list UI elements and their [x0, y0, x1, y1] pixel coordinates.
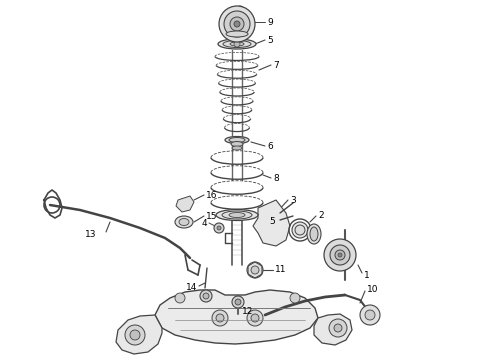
Circle shape: [338, 253, 342, 257]
Circle shape: [238, 8, 242, 12]
Circle shape: [234, 41, 240, 47]
Text: 5: 5: [269, 216, 275, 225]
Text: 7: 7: [273, 60, 279, 69]
Circle shape: [214, 223, 224, 233]
Text: 14: 14: [186, 284, 197, 292]
Circle shape: [125, 325, 145, 345]
Circle shape: [230, 17, 244, 31]
Text: 16: 16: [206, 190, 218, 199]
Circle shape: [251, 266, 259, 274]
Text: 1: 1: [364, 270, 370, 279]
Circle shape: [200, 290, 212, 302]
Polygon shape: [176, 196, 194, 212]
Circle shape: [203, 293, 209, 299]
Circle shape: [232, 296, 244, 308]
Circle shape: [330, 245, 350, 265]
Circle shape: [329, 319, 347, 337]
Text: 11: 11: [275, 266, 287, 274]
Text: 13: 13: [84, 230, 96, 239]
Text: 3: 3: [290, 195, 296, 204]
Ellipse shape: [310, 227, 318, 241]
Text: 8: 8: [273, 174, 279, 183]
Ellipse shape: [225, 136, 249, 144]
Ellipse shape: [216, 210, 258, 220]
Polygon shape: [116, 315, 162, 354]
Ellipse shape: [222, 211, 252, 219]
Text: 12: 12: [242, 307, 253, 316]
Circle shape: [235, 299, 241, 305]
Circle shape: [247, 262, 263, 278]
Text: 15: 15: [206, 212, 218, 220]
Circle shape: [365, 310, 375, 320]
Circle shape: [216, 314, 224, 322]
Circle shape: [334, 324, 342, 332]
Ellipse shape: [179, 219, 189, 225]
Text: 9: 9: [267, 18, 273, 27]
Polygon shape: [253, 200, 290, 246]
Ellipse shape: [295, 225, 305, 235]
Circle shape: [224, 11, 250, 37]
Circle shape: [360, 305, 380, 325]
Circle shape: [175, 293, 185, 303]
Text: 10: 10: [367, 285, 378, 294]
Text: 5: 5: [267, 36, 273, 45]
Circle shape: [219, 6, 255, 42]
Text: 2: 2: [318, 211, 323, 220]
Ellipse shape: [230, 42, 244, 46]
Circle shape: [130, 330, 140, 340]
Ellipse shape: [229, 212, 245, 217]
Ellipse shape: [218, 39, 256, 49]
Ellipse shape: [223, 40, 251, 48]
Polygon shape: [155, 290, 318, 344]
Circle shape: [251, 314, 259, 322]
Ellipse shape: [226, 31, 248, 37]
Circle shape: [217, 226, 221, 230]
Circle shape: [335, 250, 345, 260]
Ellipse shape: [231, 141, 243, 147]
Circle shape: [290, 293, 300, 303]
Ellipse shape: [307, 224, 321, 244]
Circle shape: [212, 310, 228, 326]
Ellipse shape: [175, 216, 193, 228]
Circle shape: [234, 21, 240, 27]
Ellipse shape: [292, 222, 308, 238]
Circle shape: [324, 239, 356, 271]
Text: 6: 6: [267, 141, 273, 150]
Circle shape: [247, 310, 263, 326]
Text: 4: 4: [201, 219, 207, 228]
Ellipse shape: [229, 138, 245, 143]
Ellipse shape: [232, 146, 242, 150]
Polygon shape: [314, 314, 352, 345]
Circle shape: [236, 6, 244, 14]
